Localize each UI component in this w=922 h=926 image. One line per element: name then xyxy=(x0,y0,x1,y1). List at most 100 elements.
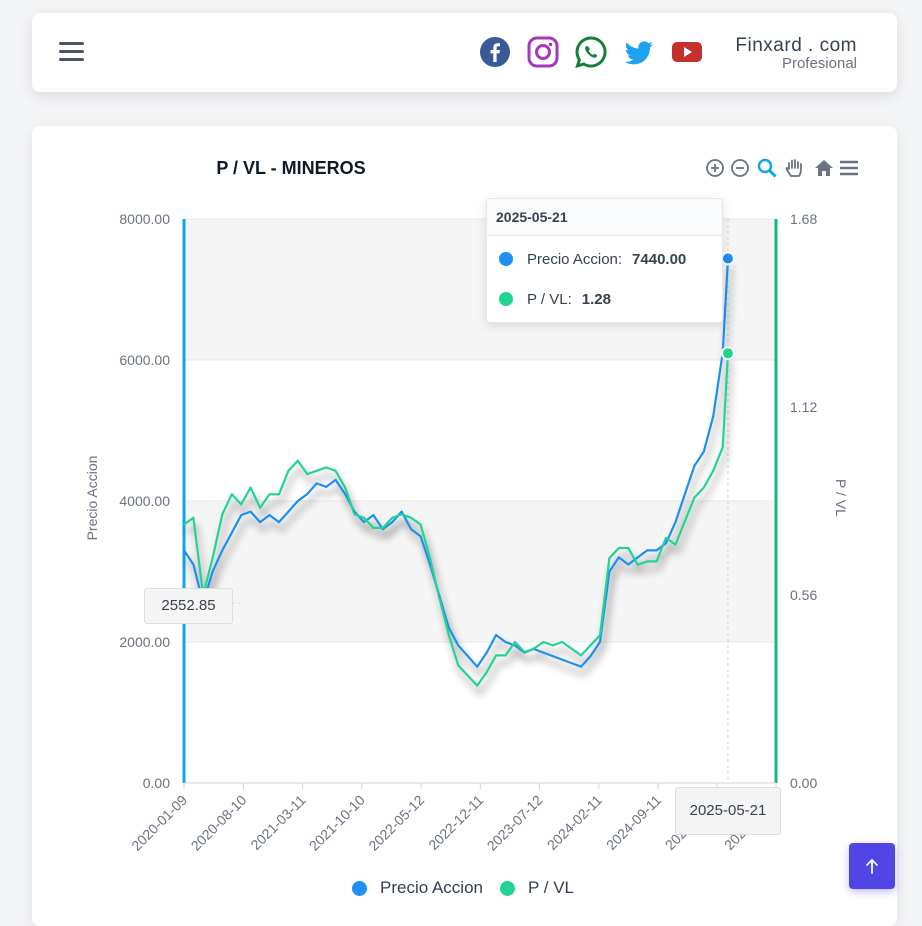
price-data-point xyxy=(627,563,630,566)
pe-data-point xyxy=(240,503,243,506)
price-data-point xyxy=(447,626,450,629)
price-data-point xyxy=(391,521,394,524)
pe-data-point xyxy=(362,516,365,519)
pe-data-point xyxy=(721,446,724,449)
price-data-point xyxy=(495,633,498,636)
pe-data-point xyxy=(598,634,601,637)
price-data-point xyxy=(230,531,233,534)
crosshair-y-label: 2552.85 xyxy=(144,588,233,624)
tooltip-row-pe: P / VL: 1.28 xyxy=(499,289,611,309)
x-tick-label: 2021-10-10 xyxy=(306,792,368,854)
twitter-icon[interactable] xyxy=(622,35,656,69)
pe-data-point xyxy=(655,560,658,563)
brand-logo[interactable]: Finxard . com Profesional xyxy=(735,36,857,71)
whatsapp-icon[interactable] xyxy=(574,35,608,69)
y-left-tick-label: 2000.00 xyxy=(119,634,170,650)
pe-data-point xyxy=(221,513,224,516)
price-data-point xyxy=(362,521,365,524)
youtube-icon[interactable] xyxy=(670,35,704,69)
menu-icon[interactable] xyxy=(838,157,860,184)
pe-hover-marker xyxy=(720,346,735,361)
price-data-point xyxy=(249,510,252,513)
pe-data-point xyxy=(429,557,432,560)
price-data-point xyxy=(296,500,299,502)
pe-data-point xyxy=(646,560,649,563)
pan-hand-icon[interactable] xyxy=(783,157,805,184)
price-data-point xyxy=(353,510,356,513)
scroll-top-button[interactable] xyxy=(849,843,895,889)
reset-home-icon[interactable] xyxy=(813,157,835,184)
pe-dot-icon xyxy=(499,292,513,306)
price-data-point xyxy=(429,563,432,566)
pe-data-point xyxy=(410,516,413,519)
hamburger-menu-icon[interactable] xyxy=(59,42,84,62)
pe-data-point xyxy=(617,547,620,549)
price-data-point xyxy=(192,563,195,566)
pe-data-point xyxy=(532,647,535,650)
price-data-point xyxy=(400,510,403,513)
legend-item-pe[interactable]: P / VL xyxy=(500,878,574,898)
tooltip-date: 2025-05-21 xyxy=(487,199,722,236)
pe-data-point xyxy=(702,486,705,489)
pe-data-point xyxy=(693,496,696,499)
legend-item-price[interactable]: Precio Accion xyxy=(352,878,483,898)
zoom-in-icon[interactable] xyxy=(704,157,726,184)
pe-data-point xyxy=(400,513,403,516)
price-data-point xyxy=(542,651,545,654)
legend-price-marker-icon xyxy=(352,880,367,896)
price-hover-marker xyxy=(720,251,735,266)
facebook-icon[interactable] xyxy=(478,35,512,69)
pe-data-point xyxy=(372,526,375,529)
price-data-point xyxy=(183,549,185,552)
right-axis-title: P / VL xyxy=(833,479,849,517)
x-tick-label: 2023-07-12 xyxy=(484,792,546,854)
pe-data-point xyxy=(570,647,573,650)
pe-data-point xyxy=(183,523,185,526)
price-data-point xyxy=(513,644,516,647)
price-data-point xyxy=(674,521,677,524)
pe-data-point xyxy=(476,684,479,687)
price-data-point xyxy=(608,570,611,573)
price-data-point xyxy=(561,658,564,661)
price-data-point xyxy=(598,641,601,643)
zoom-out-icon[interactable] xyxy=(729,157,751,184)
tooltip-price-value: 7440.00 xyxy=(632,250,687,268)
price-data-point xyxy=(485,651,488,654)
pe-data-point xyxy=(391,516,394,519)
arrow-up-icon xyxy=(866,859,878,874)
instagram-icon[interactable] xyxy=(526,35,560,69)
pe-data-point xyxy=(259,506,262,509)
pe-data-point xyxy=(315,469,318,472)
y-left-tick-label: 0.00 xyxy=(143,775,170,791)
price-data-point xyxy=(580,665,583,668)
x-tick-label: 2022-05-12 xyxy=(365,792,427,854)
zoom-select-icon[interactable] xyxy=(756,157,778,184)
pe-data-point xyxy=(344,486,347,489)
chart-title: P / VL - MINEROS xyxy=(216,158,365,178)
pe-data-point xyxy=(608,557,611,560)
pe-data-point xyxy=(712,469,715,472)
pe-data-point xyxy=(268,493,271,496)
pe-data-point xyxy=(249,486,252,489)
pe-data-point xyxy=(192,516,195,519)
legend-pe-label: P / VL xyxy=(528,878,574,897)
pe-data-point xyxy=(353,513,356,516)
price-data-point xyxy=(683,492,686,495)
price-data-point xyxy=(221,549,224,552)
price-data-point xyxy=(504,641,507,643)
price-data-point xyxy=(240,514,243,517)
brand-name: Finxard . com xyxy=(735,35,857,56)
x-tick-label: 2020-08-10 xyxy=(188,792,250,854)
price-data-point xyxy=(589,655,592,658)
price-data-point xyxy=(702,450,705,453)
pe-data-point xyxy=(325,466,328,469)
pe-data-point xyxy=(513,641,516,643)
pe-data-point xyxy=(551,644,554,647)
price-data-point xyxy=(306,492,309,495)
price-data-point xyxy=(457,644,460,647)
data-tooltip: 2025-05-21 Precio Accion: 7440.00 P / VL… xyxy=(486,198,723,323)
pe-data-point xyxy=(447,634,450,637)
pe-data-point xyxy=(523,651,526,654)
grid-band xyxy=(184,501,776,642)
